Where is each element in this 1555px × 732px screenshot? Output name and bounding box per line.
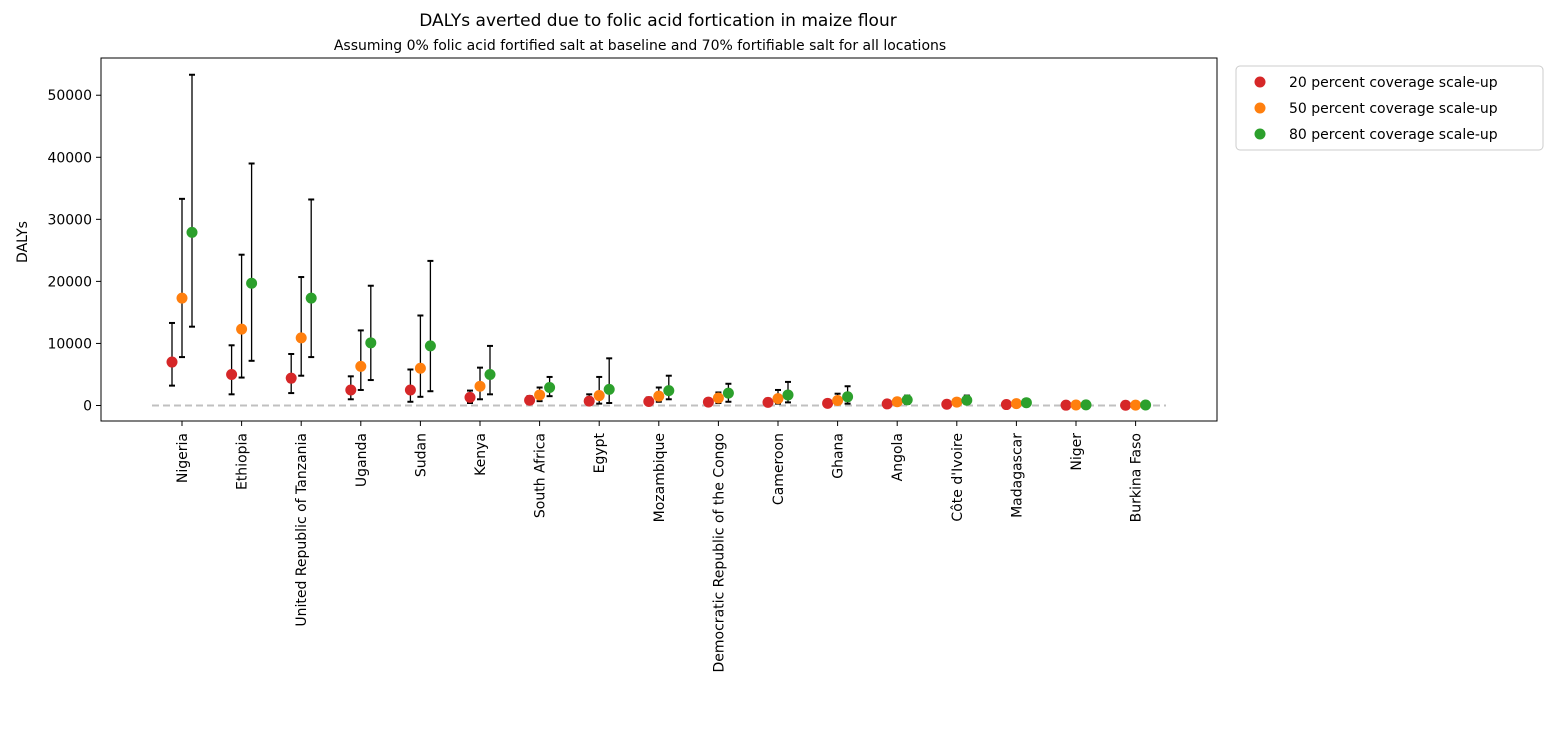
data-point (762, 396, 774, 408)
plot-frame (100, 57, 1218, 422)
data-point (603, 383, 615, 395)
data-point (186, 226, 198, 238)
x-tick-label: Côte d'Ivoire (950, 433, 966, 522)
data-point (1060, 399, 1072, 411)
data-point (653, 390, 665, 402)
data-point (702, 396, 714, 408)
data-point (474, 380, 486, 392)
x-tick-label: Egypt (592, 433, 608, 474)
data-point (1000, 399, 1012, 411)
data-point (1020, 397, 1032, 409)
x-tick-label: Nigeria (175, 433, 191, 483)
data-point (722, 387, 734, 399)
x-tick-label: Uganda (354, 433, 370, 487)
data-point (236, 323, 248, 335)
data-point (1120, 399, 1132, 411)
legend-marker (1254, 76, 1266, 88)
data-point (1070, 399, 1082, 411)
data-point (1080, 399, 1092, 411)
x-tick-label: Angola (890, 433, 906, 481)
data-point (226, 368, 238, 380)
data-point (881, 398, 893, 410)
y-axis-label: DALYs (15, 221, 31, 263)
data-point (345, 384, 357, 396)
data-point (355, 360, 367, 372)
data-point (951, 396, 963, 408)
y-tick-label: 10000 (47, 336, 92, 352)
x-tick-label: Burkina Faso (1129, 433, 1145, 522)
data-point (1010, 398, 1022, 410)
data-point (176, 292, 188, 304)
x-tick-label: United Republic of Tanzania (294, 433, 310, 627)
legend-box (1235, 65, 1544, 151)
data-point (643, 395, 655, 407)
data-point (424, 340, 436, 352)
x-tick-label: Mozambique (652, 433, 668, 522)
x-tick-label: Ghana (831, 433, 847, 479)
data-point (544, 381, 556, 393)
x-tick-label: South Africa (533, 433, 549, 518)
data-point (295, 332, 307, 344)
data-point (484, 368, 496, 380)
y-axis-ticks: 0 10000 20000 30000 40000 50000 (47, 88, 101, 414)
x-tick-label: Madagascar (1009, 433, 1025, 518)
data-point (1140, 399, 1152, 411)
x-tick-label: Sudan (413, 433, 429, 477)
data-point (534, 389, 546, 401)
y-tick-label: 20000 (47, 274, 92, 290)
data-point (663, 385, 675, 397)
x-tick-label: Kenya (473, 433, 489, 476)
y-tick-label: 30000 (47, 212, 92, 228)
data-point (822, 397, 834, 409)
data-point (782, 389, 794, 401)
data-point (1130, 399, 1142, 411)
data-point (166, 356, 178, 368)
legend-marker (1254, 102, 1266, 114)
data-point (772, 393, 784, 405)
legend-label: 80 percent coverage scale-up (1289, 127, 1498, 143)
data-point (414, 362, 426, 374)
chart-title: DALYs averted due to folic acid forticat… (419, 11, 896, 31)
data-point (941, 398, 953, 410)
error-bars (169, 73, 1149, 407)
x-tick-label: Ethiopia (235, 433, 251, 490)
y-tick-label: 40000 (47, 150, 92, 166)
legend-marker (1254, 128, 1266, 140)
data-point (712, 392, 724, 404)
data-point (961, 394, 973, 406)
x-axis-ticks: Nigeria Ethiopia United Republic of Tanzan… (175, 421, 1145, 672)
x-tick-label: Cameroon (771, 433, 787, 505)
x-tick-label: Democratic Republic of the Congo (711, 433, 727, 672)
data-point (583, 395, 595, 407)
data-point (365, 337, 377, 349)
data-points (166, 226, 1152, 411)
data-point (305, 292, 317, 304)
y-tick-label: 0 (83, 398, 92, 414)
data-point (464, 391, 476, 403)
data-point (891, 396, 903, 408)
data-point (842, 391, 854, 403)
data-point (832, 395, 844, 407)
data-point (246, 277, 258, 289)
x-tick-label: Niger (1069, 433, 1085, 471)
data-point (593, 390, 605, 402)
data-point (901, 394, 913, 406)
data-point (404, 384, 416, 396)
chart-subtitle: Assuming 0% folic acid fortified salt at… (334, 38, 946, 54)
legend-label: 20 percent coverage scale-up (1289, 75, 1498, 91)
legend: 20 percent coverage scale-up 50 percent c… (1235, 65, 1544, 151)
legend-label: 50 percent coverage scale-up (1289, 101, 1498, 117)
data-point (285, 372, 297, 384)
y-tick-label: 50000 (47, 88, 92, 104)
data-point (524, 394, 536, 406)
